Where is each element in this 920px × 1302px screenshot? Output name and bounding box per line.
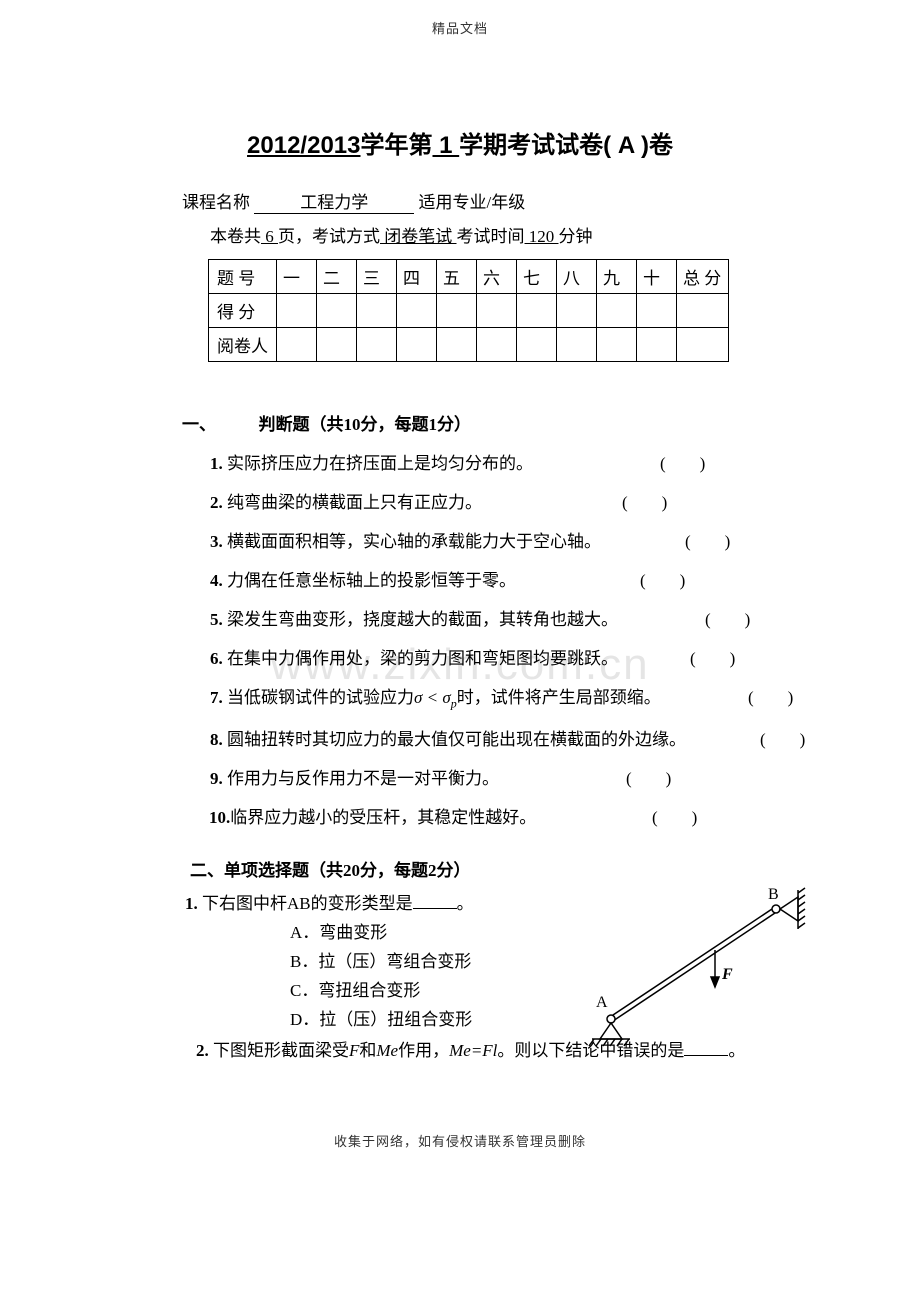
table-row: 题 号 一 二 三 四 五 六 七 八 九 十 总 分 xyxy=(209,260,729,294)
beam-diagram: A B F xyxy=(580,887,810,1047)
section2-heading: 二、单项选择题（共20分，每题2分） xyxy=(190,856,820,881)
th-9: 九 xyxy=(597,260,637,294)
header-note: 精品文档 xyxy=(0,0,920,37)
info-duration: 120 xyxy=(525,227,559,246)
page-title: 2012/2013学年第 1 学期考试试卷( A )卷 xyxy=(100,125,820,160)
row-marker: 阅卷人 xyxy=(209,328,277,362)
course-label: 课程名称 xyxy=(182,193,250,212)
blank xyxy=(684,1055,728,1056)
th-2: 二 xyxy=(317,260,357,294)
course-name: 工程力学 xyxy=(254,188,414,214)
th-8: 八 xyxy=(557,260,597,294)
th-1: 一 xyxy=(277,260,317,294)
major-label: 适用专业/年级 xyxy=(419,193,526,212)
title-semester: 1 xyxy=(432,132,459,159)
table-row: 得 分 xyxy=(209,294,729,328)
info-t3: 考试时间 xyxy=(457,227,525,246)
support-triangle-a xyxy=(600,1023,622,1039)
info-t2: 页，考试方式 xyxy=(278,227,380,246)
info-mode: 闭卷笔试 xyxy=(380,227,457,246)
label-f: F xyxy=(721,966,733,983)
table-row: 阅卷人 xyxy=(209,328,729,362)
th-5: 五 xyxy=(437,260,477,294)
judge-q9: 9. 作用力与反作用力不是一对平衡力。( ) xyxy=(210,764,820,789)
info-pages: 6 xyxy=(261,227,278,246)
judge-q1: 1. 实际挤压应力在挤压面上是均匀分布的。( ) xyxy=(210,449,820,474)
label-a: A xyxy=(596,994,608,1011)
support-triangle-b xyxy=(780,897,798,921)
info-t4: 分钟 xyxy=(559,227,593,246)
score-table: 题 号 一 二 三 四 五 六 七 八 九 十 总 分 得 分 阅卷人 xyxy=(208,259,729,362)
title-paper: A xyxy=(611,132,641,159)
label-b: B xyxy=(768,887,779,903)
row-score: 得 分 xyxy=(209,294,277,328)
formula-sigma: σ < σp xyxy=(414,688,457,707)
judge-q6: 6. 在集中力偶作用处，梁的剪力图和弯矩图均要跳跃。( ) xyxy=(210,644,820,669)
judge-q7: 7. 当低碳钢试件的试验应力σ < σp时，试件将产生局部颈缩。( ) xyxy=(210,683,820,711)
title-mid3: )卷 xyxy=(641,132,673,159)
judge-q5: 5. 梁发生弯曲变形，挠度越大的截面，其转角也越大。( ) xyxy=(210,605,820,630)
judge-q2: 2. 纯弯曲梁的横截面上只有正应力。( ) xyxy=(210,488,820,513)
section1-heading: 一、 判断题（共10分，每题1分） xyxy=(182,410,820,435)
force-arrowhead xyxy=(711,977,719,987)
th-6: 六 xyxy=(477,260,517,294)
judge-q3: 3. 横截面面积相等，实心轴的承载能力大于空心轴。( ) xyxy=(210,527,820,552)
th-num: 题 号 xyxy=(209,260,277,294)
beam-line-2 xyxy=(613,911,778,1021)
footer-note: 收集于网络，如有侵权请联系管理员删除 xyxy=(0,1131,920,1150)
info-t1: 本卷共 xyxy=(210,227,261,246)
beam-line-1 xyxy=(610,907,775,1017)
info-line: 本卷共 6 页，考试方式 闭卷笔试 考试时间 120 分钟 xyxy=(210,222,820,247)
th-total: 总 分 xyxy=(677,260,729,294)
section1-num: 一、 xyxy=(182,415,208,434)
judge-q8: 8. 圆轴扭转时其切应力的最大值仅可能出现在横截面的外边缘。( ) xyxy=(210,725,820,750)
course-line: 课程名称 工程力学 适用专业/年级 xyxy=(182,188,820,214)
hatching-a xyxy=(589,1039,630,1046)
th-7: 七 xyxy=(517,260,557,294)
judge-q10: 10.临界应力越小的受压杆，其稳定性越好。( ) xyxy=(209,803,820,828)
blank xyxy=(413,908,457,909)
section1-title: 判断题（共10分，每题1分） xyxy=(259,415,472,434)
th-10: 十 xyxy=(637,260,677,294)
title-year: 2012/2013 xyxy=(247,132,360,159)
title-mid2: 学期考试试卷( xyxy=(459,132,611,159)
hatching-b xyxy=(798,888,805,929)
th-4: 四 xyxy=(397,260,437,294)
th-3: 三 xyxy=(357,260,397,294)
title-mid1: 学年第 xyxy=(360,132,432,159)
judge-q4: 4. 力偶在任意坐标轴上的投影恒等于零。( ) xyxy=(210,566,820,591)
